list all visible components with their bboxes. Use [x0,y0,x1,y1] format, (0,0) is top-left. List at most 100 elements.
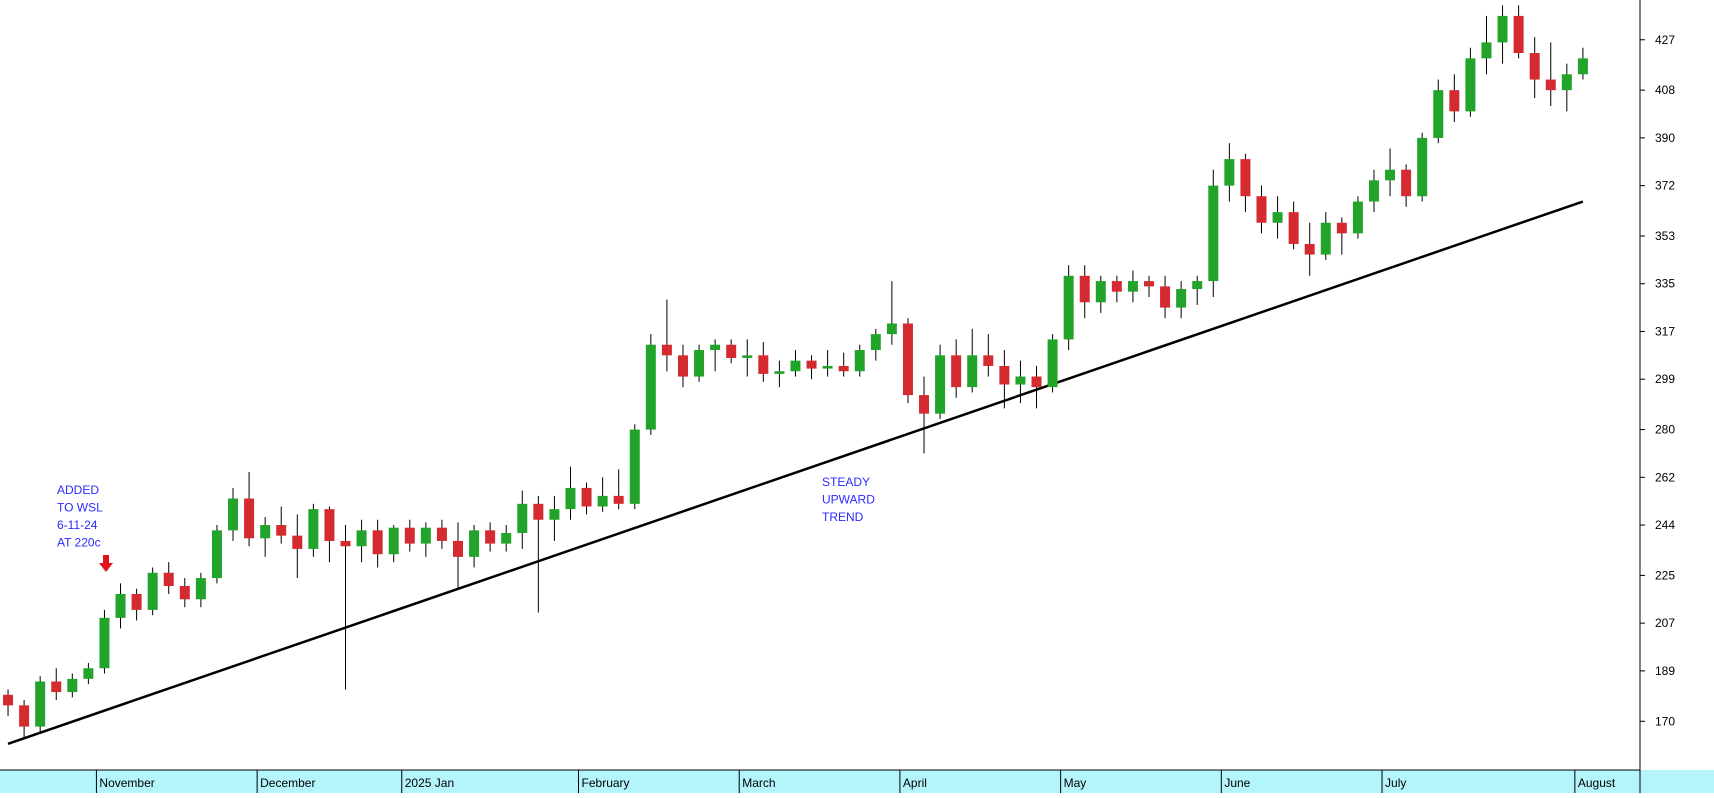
candle-body [790,360,801,372]
candle-body [870,334,881,351]
candle-body [694,350,705,377]
candle-body [1352,201,1363,234]
candle-body [1545,79,1556,91]
candle-body [1192,281,1203,290]
candle-body [677,355,688,377]
y-tick-label: 427 [1655,33,1675,47]
candle-body [1208,185,1219,282]
candle-body [1288,212,1299,244]
annotation-text: TREND [822,510,864,524]
annotation-text: TO WSL [57,501,103,515]
y-tick-label: 244 [1655,518,1675,532]
candle-body [1240,159,1251,197]
candle-body [1577,58,1588,75]
candle-body [260,525,271,539]
x-tick-label: June [1224,776,1250,790]
candle-body [1304,243,1315,255]
candle-body [629,429,640,504]
candle-body [742,355,753,358]
candle-body [1079,275,1090,303]
candle-body [1015,376,1026,385]
candle-body [1272,212,1283,223]
candle-body [758,355,769,374]
x-tick-label: February [582,776,630,790]
candle-body [211,530,222,579]
candle-body [324,509,335,541]
candle-body [967,355,978,388]
candle-body [661,344,672,356]
y-tick-label: 317 [1655,324,1675,338]
candle-body [469,530,480,557]
candle-body [806,360,817,369]
annotation-text: UPWARD [822,493,875,507]
candle-body [1385,169,1396,181]
candle-body [1095,281,1106,303]
candle-body [1256,196,1267,223]
candle-body [822,365,833,369]
candle-body [388,527,399,555]
candle-body [581,487,592,507]
x-tick-label: November [99,776,154,790]
y-tick-label: 189 [1655,664,1675,678]
candle-body [919,395,930,414]
annotation-text: 6-11-24 [57,518,98,532]
x-tick-label: 2025 Jan [405,776,454,790]
candle-body [1144,281,1155,287]
candle-body [244,498,255,539]
annotation-text: STEADY [822,475,870,489]
candle-body [565,487,576,510]
x-tick-label: April [903,776,927,790]
candle-body [999,365,1010,385]
candle-body [1401,169,1412,197]
date-axis-strip [0,770,1714,793]
y-tick-label: 390 [1655,131,1675,145]
candle-body [1160,286,1171,308]
candle-body [292,535,303,549]
y-tick-label: 262 [1655,470,1675,484]
candle-body [276,525,287,536]
x-tick-label: August [1578,776,1616,790]
candle-body [1176,289,1187,308]
candle-body [340,540,351,547]
y-tick-label: 207 [1655,616,1675,630]
x-tick-label: March [742,776,775,790]
candle-body [308,509,319,549]
candle-body [452,540,463,557]
candle-body [983,355,994,366]
candle-body [436,527,447,541]
y-tick-label: 353 [1655,229,1675,243]
candle-body [854,350,865,372]
candle-body [645,344,656,430]
candle-body [228,498,239,531]
trend-line [7,200,1584,745]
candle-body [67,678,78,693]
candle-body [1497,15,1508,43]
candle-body [886,323,897,335]
candle-body [115,593,126,618]
candle-body [1127,281,1138,292]
candle-body [1224,159,1235,186]
candle-body [485,530,496,544]
candle-body [501,532,512,544]
candle-body [1336,222,1347,234]
annotation-text: ADDED [57,483,99,497]
candle-body [774,371,785,374]
candle-body [99,617,110,669]
candle-body [83,668,94,679]
candle-body [356,530,367,547]
candle-body [131,593,142,610]
candle-body [420,527,431,544]
candle-body [935,355,946,414]
candle-body [1449,90,1460,112]
arrow [99,555,113,572]
candle-body [710,344,721,351]
candle-body [51,681,62,693]
candle-body [1111,281,1122,292]
y-tick-label: 299 [1655,372,1675,386]
candle-body [533,503,544,520]
candle-body [1047,339,1058,388]
candle-body [35,681,46,727]
candle-body [1513,15,1524,54]
